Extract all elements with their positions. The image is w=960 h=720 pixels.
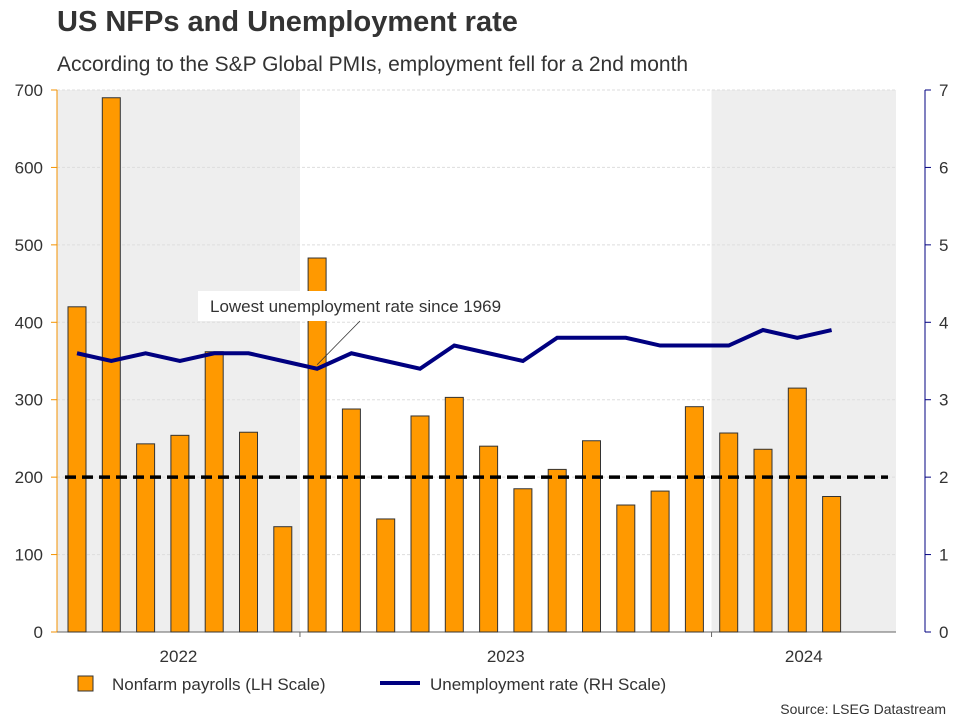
- right-tick-label: 1: [939, 546, 948, 565]
- legend-swatch-nfp: [77, 675, 94, 692]
- bar-nfp: [376, 518, 396, 633]
- bar-nfp: [684, 406, 704, 633]
- bar-nfp: [170, 434, 190, 633]
- annotation-box: [198, 291, 538, 321]
- bar-nfp: [547, 468, 567, 633]
- bar-nfp: [239, 431, 258, 633]
- bar-nfp: [67, 306, 87, 633]
- left-tick-label: 100: [15, 546, 43, 565]
- annotation-leader: [316, 320, 361, 366]
- x-tick-label: 2023: [487, 647, 525, 666]
- left-tick-label: 600: [15, 158, 43, 177]
- bar-nfp: [616, 504, 636, 633]
- right-tick-label: 2: [939, 468, 948, 487]
- left-tick-label: 400: [15, 313, 43, 332]
- chart-subtitle: According to the S&P Global PMIs, employ…: [57, 53, 689, 76]
- legend-label-unemployment: Unemployment rate (RH Scale): [430, 675, 666, 694]
- annotation-text: Lowest unemployment rate since 1969: [210, 297, 501, 316]
- left-tick-label: 500: [15, 236, 43, 255]
- bar-nfp: [513, 488, 533, 633]
- bar-nfp: [479, 445, 499, 633]
- left-tick-label: 300: [15, 391, 43, 410]
- bar-nfp: [444, 396, 464, 633]
- bar-nfp: [753, 448, 773, 633]
- right-tick-label: 4: [939, 313, 948, 332]
- bar-nfp: [719, 432, 739, 633]
- right-tick-label: 7: [939, 81, 948, 100]
- bar-nfp: [204, 351, 224, 633]
- bar-nfp: [787, 387, 807, 633]
- bar-nfp: [273, 526, 293, 633]
- legend-label-nfp: Nonfarm payrolls (LH Scale): [112, 675, 326, 694]
- right-tick-label: 5: [939, 236, 948, 255]
- source-note: Source: LSEG Datastream: [780, 701, 946, 717]
- bar-nfp: [650, 490, 670, 633]
- left-tick-label: 0: [34, 623, 43, 642]
- bar-nfp: [307, 257, 327, 633]
- right-tick-label: 0: [939, 623, 948, 642]
- bar-nfp: [410, 415, 430, 633]
- right-tick-label: 6: [939, 158, 948, 177]
- right-tick-label: 3: [939, 391, 948, 410]
- bar-nfp: [822, 496, 842, 633]
- bar-nfp: [582, 440, 601, 633]
- x-tick-label: 2022: [160, 647, 198, 666]
- bar-nfp: [341, 408, 361, 633]
- chart-title: US NFPs and Unemployment rate: [57, 6, 518, 38]
- bar-nfp: [136, 443, 156, 633]
- left-tick-label: 700: [15, 81, 43, 100]
- x-tick-label: 2024: [785, 647, 823, 666]
- left-tick-label: 200: [15, 468, 43, 487]
- bar-nfp: [101, 97, 121, 633]
